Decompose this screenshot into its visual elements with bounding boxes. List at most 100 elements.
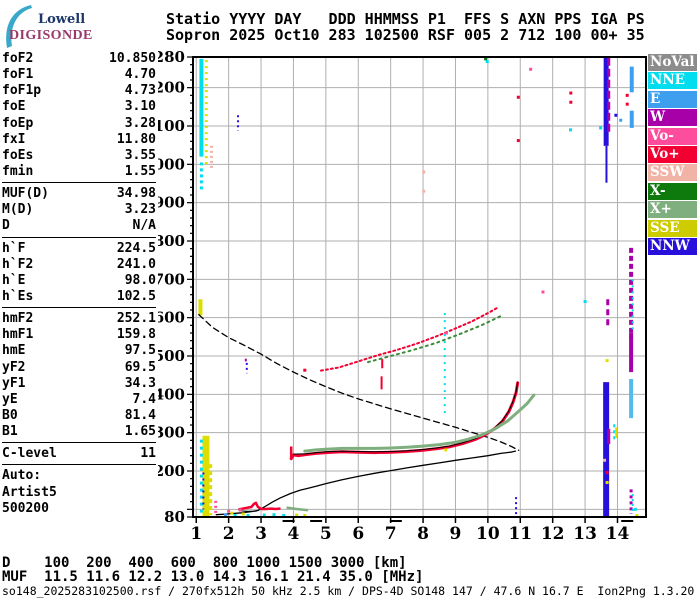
x-tick-label: 7	[385, 524, 397, 544]
param-label: C-level	[2, 446, 57, 462]
param-label: fxI	[2, 131, 26, 147]
traces	[198, 306, 536, 516]
param-label: yF1	[2, 375, 26, 391]
x-tick-label: 14	[606, 524, 630, 544]
x-tick-label: 5	[320, 524, 332, 544]
param-h`E: h`E 98.0	[2, 273, 156, 289]
axis-marker	[621, 520, 634, 522]
param-foF2: foF2 10.850	[2, 51, 156, 67]
y-tick-label: 800	[158, 232, 185, 250]
legend-item-X+: X+	[648, 201, 697, 219]
legend-item-E: E	[648, 90, 697, 108]
param-label: foF1	[2, 67, 34, 83]
param-group: hmF2 252.1 hmF1 159.8 hmE 97.5 yF2 69.5 yF1 34.3 y…	[2, 311, 156, 444]
param-label: Auto:	[2, 468, 42, 484]
x-tick-label: 8	[417, 524, 429, 544]
param-label: foEs	[2, 147, 34, 163]
param-label: h`F	[2, 240, 26, 256]
trace-hop2-trace-o	[320, 306, 499, 372]
param-hmE: hmE 97.5	[2, 343, 156, 359]
param-value: 159.8	[116, 327, 156, 343]
legend-item-X-: X-	[648, 182, 697, 200]
x-tick-label: 11	[508, 524, 532, 544]
param-foE: foE 3.10	[2, 99, 156, 115]
legend-item-Vo-: Vo-	[648, 127, 697, 145]
y-tick-label: 300	[158, 424, 185, 442]
param-group: h`F 224.5 h`F2 241.0 h`E 98.0 h`Es 102.5	[2, 241, 156, 309]
x-tick-label: 13	[573, 524, 597, 544]
param-value: 102.5	[116, 288, 156, 304]
param-label: h`F2	[2, 256, 34, 272]
x-tick-label: 9	[450, 524, 462, 544]
param-B1: B1 1.65	[2, 424, 156, 440]
param-group: Auto: Artist5 500200	[2, 468, 156, 516]
trace-e-trace-o	[238, 501, 281, 511]
param-label: yF2	[2, 359, 26, 375]
param-label: hmF1	[2, 327, 34, 343]
grid	[193, 57, 646, 517]
y-tick-label: 1280	[158, 50, 185, 66]
trace-es-trace-x	[286, 506, 309, 512]
x-tick-label: 2	[223, 524, 235, 544]
param-label: MUF(D)	[2, 186, 49, 202]
param-value: 97.5	[124, 343, 156, 359]
param-value: 241.0	[116, 256, 156, 272]
param-label: B1	[2, 424, 18, 440]
muf-row: MUF 11.5 11.6 12.2 13.0 14.3 16.1 21.4 3…	[2, 569, 424, 585]
y-tick-label: 500	[158, 347, 185, 365]
y-tick-label: 600	[158, 309, 185, 327]
param-group: foF2 10.850 foF1 4.70 foF1p 4.73 foE 3.10 foEp 3.…	[2, 51, 156, 184]
param-value: 3.55	[124, 147, 156, 163]
param-foF1: foF1 4.70	[2, 67, 156, 83]
param-value: 224.5	[116, 240, 156, 256]
trace-hop2-trace-x	[367, 315, 502, 364]
param-MUF(D): MUF(D) 34.98	[2, 186, 156, 202]
y-tick-label: 700	[158, 270, 185, 288]
ionogram-svg: 1280120011001000900800700600500400300200…	[143, 48, 647, 544]
param-foEs: foEs 3.55	[2, 148, 156, 164]
param-Auto:: Auto:	[2, 468, 156, 484]
param-value: 4.70	[124, 67, 156, 83]
param-value: 11.80	[116, 131, 156, 147]
param-hmF1: hmF1 159.8	[2, 327, 156, 343]
param-B0: B0 81.4	[2, 408, 156, 424]
param-label: foEp	[2, 115, 34, 131]
y-tick-label: 400	[158, 385, 185, 403]
param-yF2: yF2 69.5	[2, 360, 156, 376]
param-value: 3.10	[124, 99, 156, 115]
legend-item-SSE: SSE	[648, 219, 697, 237]
echo-type-legend: NoVal NNE E W Vo- Vo+ SSW X- X+ SSE NNW	[648, 54, 697, 256]
trace-f-trace-x	[303, 393, 536, 453]
param-label: fmin	[2, 163, 34, 179]
param-value: 1.55	[124, 163, 156, 179]
ionogram-plot: 1280120011001000900800700600500400300200…	[143, 48, 668, 545]
param-foF1p: foF1p 4.73	[2, 83, 156, 99]
param-hmF2: hmF2 252.1	[2, 311, 156, 327]
param-value: 1.65	[124, 424, 156, 440]
y-tick-label: 1200	[158, 79, 185, 97]
param-M(D): M(D) 3.23	[2, 202, 156, 218]
param-fxI: fxI 11.80	[2, 132, 156, 148]
logo-digisonde-text: DIGISONDE	[9, 28, 93, 43]
file-info-line: so148_2025283102500.rsf / 270fx512h 50 k…	[2, 584, 695, 598]
legend-item-NNW: NNW	[648, 237, 697, 255]
param-value: 69.5	[124, 359, 156, 375]
param-group: MUF(D) 34.98 M(D) 3.23 D N/A	[2, 186, 156, 238]
legend-item-W: W	[648, 109, 697, 127]
param-label: foF1p	[2, 83, 42, 99]
param-label: foE	[2, 99, 26, 115]
param-value: 7.4	[132, 391, 156, 407]
param-h`Es: h`Es 102.5	[2, 289, 156, 305]
specks	[223, 57, 639, 517]
scaled-parameters-panel: foF2 10.850 foF1 4.70 foF1p 4.73 foE 3.10 foEp 3.…	[2, 51, 156, 517]
param-value: 34.98	[116, 186, 156, 202]
param-value: 3.23	[124, 202, 156, 218]
param-label: B0	[2, 407, 18, 423]
trace-muf-transmission-curve	[198, 313, 520, 451]
axis-marker	[310, 520, 323, 522]
header-values-line: Sopron 2025 Oct10 283 102500 RSF 005 2 7…	[166, 26, 645, 44]
param-label: M(D)	[2, 202, 34, 218]
legend-item-Vo+: Vo+	[648, 145, 697, 163]
param-label: Artist5	[2, 484, 57, 500]
